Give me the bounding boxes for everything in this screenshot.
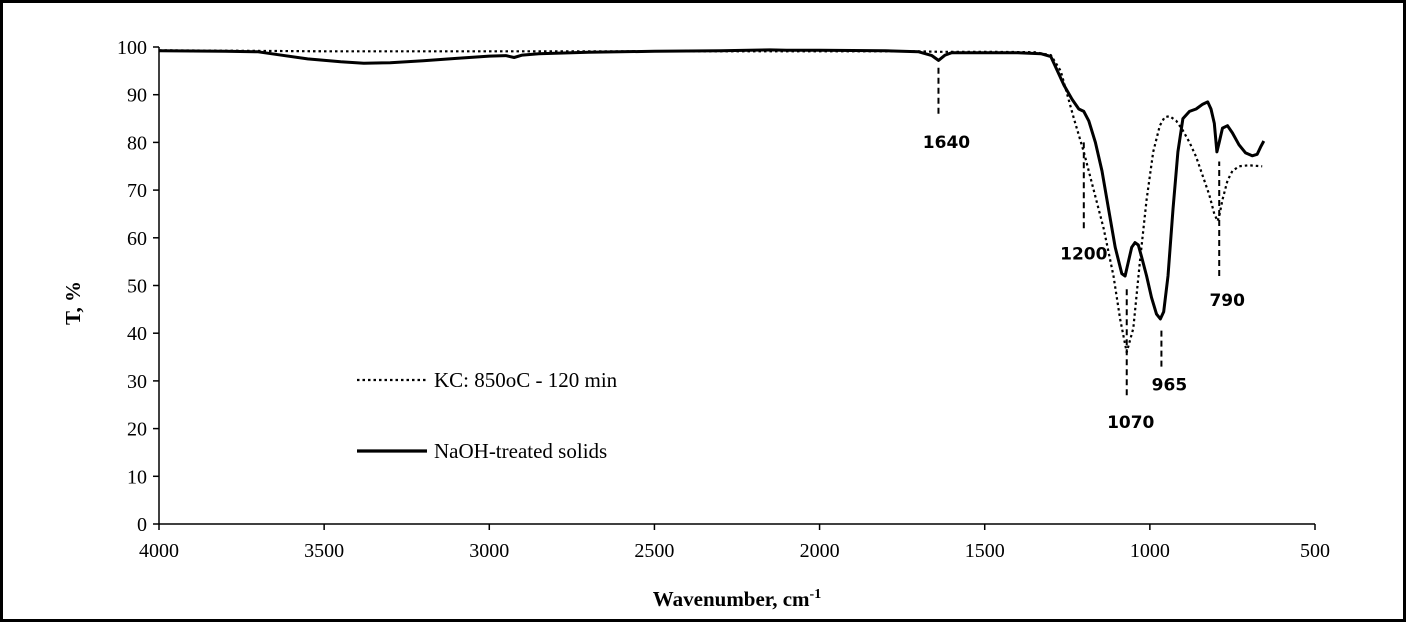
- annotation-label-1070: 1070: [1107, 413, 1154, 433]
- x-tick-label: 2500: [634, 540, 674, 562]
- annotation-label-790: 790: [1209, 291, 1245, 311]
- annotation-label-1200: 1200: [1060, 244, 1107, 264]
- y-tick-label: 30: [127, 371, 147, 393]
- legend: KC: 850oC - 120 min NaOH-treated solids: [357, 368, 618, 463]
- x-tick-label: 3000: [469, 540, 509, 562]
- y-ticks: 0 10 20 30 40 50 60 70 80 90 100: [117, 37, 159, 536]
- series-layer: [158, 48, 1266, 354]
- x-tick-label: 3500: [304, 540, 344, 562]
- y-tick-label: 20: [127, 419, 147, 441]
- y-axis-title: T, %: [61, 281, 85, 325]
- y-tick-label: 90: [127, 85, 147, 107]
- x-axis-title: Wavenumber, cm-1: [653, 587, 821, 611]
- x-tick-label: 500: [1300, 540, 1330, 562]
- y-tick-label: 60: [127, 228, 147, 250]
- y-tick-label: 40: [127, 323, 147, 345]
- series-line-naoh-treated: [158, 48, 1266, 321]
- legend-label-kc: KC: 850oC - 120 min: [434, 368, 618, 392]
- y-tick-label: 50: [127, 276, 147, 298]
- x-ticks: 4000 3500 3000 2500 2000 1500 1000 500: [139, 524, 1330, 562]
- annotation-label-1640: 1640: [923, 133, 970, 153]
- annotation-label-965: 965: [1152, 376, 1188, 396]
- y-tick-label: 70: [127, 180, 147, 202]
- y-tick-label: 100: [117, 37, 147, 59]
- y-tick-label: 10: [127, 466, 147, 488]
- x-tick-label: 4000: [139, 540, 179, 562]
- x-axis-title-superscript: -1: [810, 587, 822, 602]
- x-axis-title-text: Wavenumber, cm: [653, 587, 810, 611]
- x-tick-label: 2000: [800, 540, 840, 562]
- x-tick-label: 1000: [1130, 540, 1170, 562]
- y-tick-label: 80: [127, 132, 147, 154]
- x-tick-label: 1500: [965, 540, 1005, 562]
- legend-label-naoh: NaOH-treated solids: [434, 439, 607, 463]
- annotation-layer: 1640 1200 1070 965 790: [923, 66, 1245, 433]
- y-tick-label: 0: [137, 514, 147, 536]
